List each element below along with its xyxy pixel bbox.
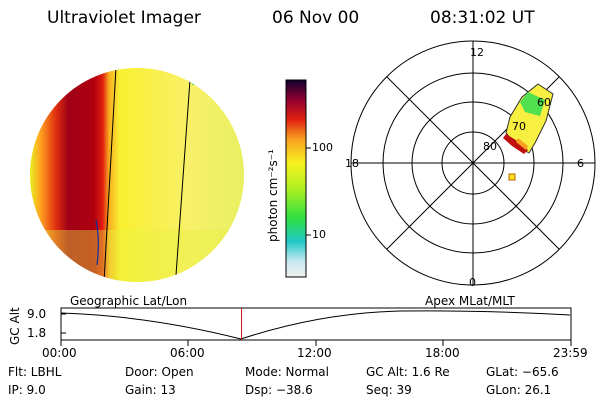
status-seq: Seq: 39 [366,383,412,397]
colorbar-unit-label: photon cm⁻²s⁻¹ [266,149,280,242]
gc-alt-axis-label: GC Alt [8,307,22,345]
lat-label-80: 80 [483,140,497,153]
time-tick-0600: 06:00 [170,346,205,360]
mlt-label-12: 12 [470,46,484,59]
colorbar-tick-10: 10 [312,228,326,241]
mlt-label-6: 6 [577,157,584,170]
polar-plot [350,40,596,286]
colorbar-tick-100: 100 [312,141,333,154]
colorbar [285,79,311,278]
time-tick-1200: 12:00 [297,346,332,360]
time-tick-0000: 00:00 [42,346,77,360]
mlt-label-0: 0 [469,276,476,289]
time-tick-2359: 23:59 [553,346,588,360]
alt-tick-9: 9.0 [27,307,47,321]
uv-image-disk [30,68,244,282]
status-mode: Mode: Normal [245,365,329,379]
subsatellite-marker [508,173,516,181]
lat-label-70: 70 [512,120,526,133]
time-tick-1800: 18:00 [425,346,460,360]
status-glat: GLat: −65.6 [486,365,559,379]
status-dsp: Dsp: −38.6 [245,383,313,397]
altitude-plot [60,307,572,346]
apex-label: Apex MLat/MLT [425,294,515,308]
alt-tick-1-8: 1.8 [27,326,47,340]
auroral-oval [503,83,554,154]
instrument-title: Ultraviolet Imager [47,8,201,28]
mlt-label-18: 18 [345,157,359,170]
date-label: 06 Nov 00 [272,8,360,28]
status-filter: Flt: LBHL [8,365,62,379]
geographic-label: Geographic Lat/Lon [70,294,188,308]
status-ip: IP: 9.0 [8,383,46,397]
status-door: Door: Open [125,365,194,379]
lat-label-60: 60 [537,96,551,109]
status-gain: Gain: 13 [125,383,176,397]
time-label: 08:31:02 UT [430,8,535,28]
status-gc-alt: GC Alt: 1.6 Re [366,365,450,379]
status-glon: GLon: 26.1 [486,383,552,397]
